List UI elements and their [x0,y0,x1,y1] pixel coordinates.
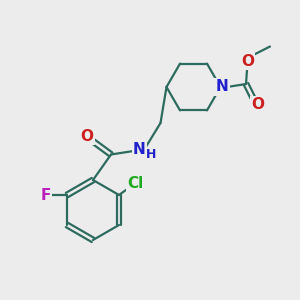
Text: N: N [133,142,146,158]
Text: N: N [216,80,228,94]
Text: O: O [241,54,254,69]
Text: F: F [41,188,51,202]
Text: Cl: Cl [128,176,144,190]
Text: O: O [80,129,94,144]
Text: H: H [146,148,157,161]
Text: O: O [251,98,265,112]
